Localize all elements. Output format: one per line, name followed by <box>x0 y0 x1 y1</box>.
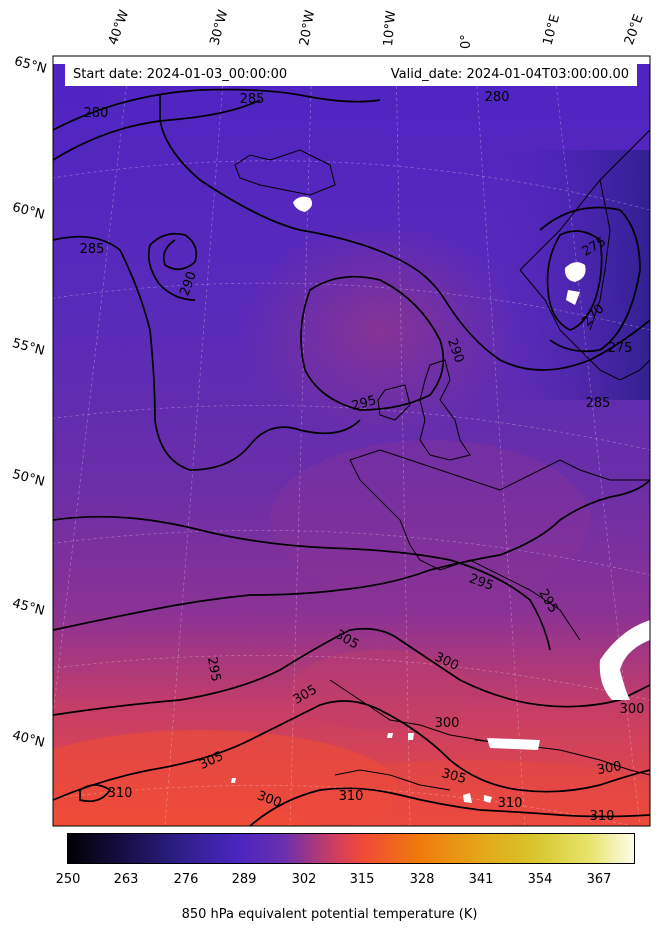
contour-label: 310 <box>498 796 523 811</box>
top-gap <box>53 56 650 64</box>
colorbar-tick: 315 <box>349 872 375 887</box>
colorbar-tick: 276 <box>173 872 199 887</box>
header-band <box>65 64 637 86</box>
colorbar-tick: 367 <box>586 872 612 887</box>
colorbar <box>67 833 635 864</box>
colorbar-tick: 341 <box>468 872 494 887</box>
contour-label: 275 <box>608 341 633 356</box>
colorbar-tick: 289 <box>231 872 257 887</box>
graticule <box>53 56 650 826</box>
coastlines <box>234 129 650 791</box>
contour-label: 305 <box>440 766 468 787</box>
valid-date-label: Valid_date: 2024-01-04T03:00:00.00 <box>390 67 629 82</box>
contour-lines <box>53 88 650 826</box>
contour-label: 310 <box>590 809 615 824</box>
contour-label: 280 <box>84 106 109 121</box>
colorbar-tick: 302 <box>291 872 317 887</box>
contour-label: 300 <box>620 702 645 717</box>
contour-label: 285 <box>240 92 265 107</box>
contour-label: 280 <box>485 90 510 105</box>
contour-label: 295 <box>204 656 223 683</box>
map-frame <box>52 55 651 827</box>
colorbar-tick: 250 <box>55 872 81 887</box>
contour-label: 300 <box>596 759 623 778</box>
contour-label: 310 <box>108 786 133 801</box>
colorbar-tick: 354 <box>527 872 553 887</box>
contour-label: 285 <box>586 396 611 411</box>
contour-label: 300 <box>435 716 460 731</box>
lon-label-10w: 10°W <box>381 9 400 47</box>
temperature-field <box>53 56 650 826</box>
contour-label: 285 <box>80 242 105 257</box>
colorbar-tick: 328 <box>409 872 435 887</box>
start-date-label: Start date: 2024-01-03_00:00:00 <box>73 67 288 82</box>
missing-data-patches <box>231 196 650 803</box>
colorbar-tick: 263 <box>113 872 139 887</box>
contour-label: 310 <box>339 789 364 804</box>
colorbar-label: 850 hPa equivalent potential temperature… <box>181 907 478 922</box>
lon-label-0: 0° <box>459 34 474 49</box>
contour-label: 295 <box>350 393 378 414</box>
